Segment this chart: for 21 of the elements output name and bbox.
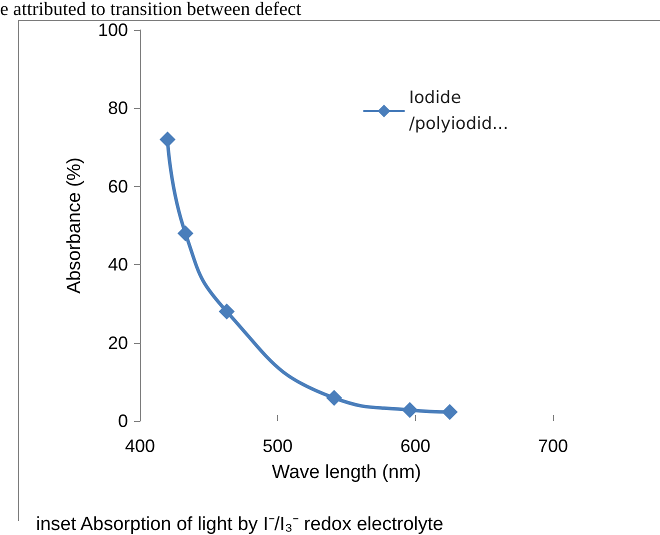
x-tick-label: 600 bbox=[400, 436, 430, 456]
y-tick-label: 0 bbox=[118, 411, 128, 431]
y-tick-label: 60 bbox=[108, 176, 128, 196]
x-tick-label: 700 bbox=[538, 436, 568, 456]
text: inset Absorption of light by I⁻/I₃⁻ redox electrolyte bbox=[36, 513, 444, 535]
point bbox=[326, 390, 342, 406]
point bbox=[402, 402, 418, 418]
point bbox=[160, 131, 176, 148]
point bbox=[218, 304, 235, 320]
y-tick-label: 20 bbox=[108, 332, 128, 353]
y-axis-title: Absorbance (%) bbox=[64, 157, 85, 294]
x-tick-label: 500 bbox=[262, 436, 293, 456]
y-tick-label: 80 bbox=[108, 98, 128, 118]
y-tick-label: 100 bbox=[98, 20, 128, 40]
point bbox=[442, 404, 458, 420]
x-tick-label: 400 bbox=[124, 436, 156, 456]
legend-label: Iodide /polyiodid... bbox=[409, 88, 508, 134]
y-tick-label: 40 bbox=[108, 254, 128, 275]
point bbox=[177, 225, 194, 242]
text: e attributed to transition between defect bbox=[0, 0, 302, 20]
x-axis-title: Wave length (nm) bbox=[272, 462, 422, 483]
